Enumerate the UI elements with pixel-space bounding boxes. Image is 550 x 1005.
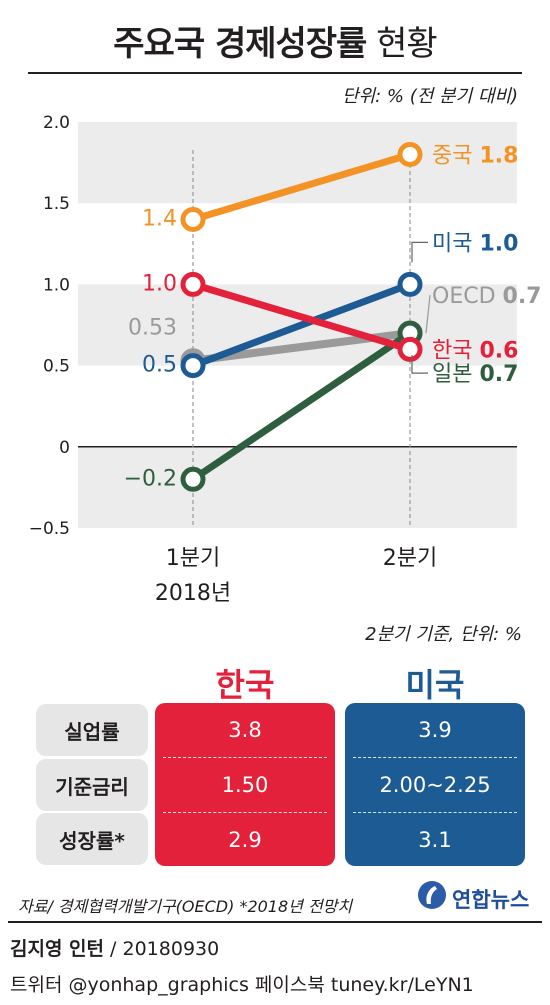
x-sub-label: 2018년 xyxy=(155,581,231,606)
y-tick-label: 1.5 xyxy=(43,194,70,214)
data-point-china xyxy=(397,141,423,167)
korea-panel: 3.8 1.50 2.9 xyxy=(155,703,335,866)
footer-divider xyxy=(8,921,542,923)
title-divider xyxy=(28,72,522,74)
end-label-japan: 일본 0.7 xyxy=(432,362,518,387)
usa-panel: 3.9 2.00~2.25 3.1 xyxy=(345,703,525,866)
start-label-japan: −0.2 xyxy=(124,466,177,491)
y-tick-label: −0.5 xyxy=(29,519,70,539)
row-divider xyxy=(353,812,517,813)
author-name: 김지영 인턴 xyxy=(10,938,105,960)
source-note: 자료/ 경제협력개발기구(OECD) *2018년 전망치 xyxy=(18,897,353,916)
end-label-value: 0.6 xyxy=(479,338,518,363)
row-divider xyxy=(163,812,327,813)
leader-line-oecd xyxy=(425,295,431,334)
header-korea: 한국 xyxy=(215,666,275,704)
series-line-usa xyxy=(189,280,414,370)
title-main: 주요국 경제성장률 xyxy=(113,24,367,64)
y-tick-label: 2.0 xyxy=(43,113,70,133)
row-label-growth: 성장률* xyxy=(36,813,148,865)
y-tick-label: 0.5 xyxy=(43,357,70,377)
row-divider xyxy=(353,757,517,758)
y-axis-ticks: 2.0 1.5 1.0 0.5 0 −0.5 xyxy=(29,113,70,539)
leader-line-japan xyxy=(411,355,428,374)
y-tick-label: 0 xyxy=(59,438,70,458)
social-links: 트위터 @yonhap_graphics 페이스북 tuney.kr/LeYN1 xyxy=(10,974,474,996)
end-label-name: 한국 xyxy=(432,338,479,363)
end-label-korea: 한국 0.6 xyxy=(432,338,518,363)
unit-label: 단위: % (전 분기 대비) xyxy=(341,86,518,107)
data-point-china xyxy=(180,206,206,232)
credit-line: 김지영 인턴 / 20180930 xyxy=(10,934,219,961)
end-label-name: 중국 xyxy=(432,143,479,168)
table-note: 2분기 기준, 단위: % xyxy=(365,624,522,645)
start-label-korea: 1.0 xyxy=(142,271,177,296)
leader-line-usa xyxy=(411,241,428,263)
series-lines xyxy=(180,141,423,492)
data-point-usa xyxy=(180,353,206,379)
end-label-value: 0.7 xyxy=(479,362,518,387)
data-point-korea xyxy=(180,271,206,297)
data-point-japan xyxy=(180,466,206,492)
row-label-base-rate: 기준금리 xyxy=(36,759,148,811)
start-label-china: 1.4 xyxy=(142,206,177,231)
series-line-china xyxy=(189,150,414,223)
korea-unemployment: 3.8 xyxy=(228,718,262,742)
end-label-name: 미국 xyxy=(432,231,479,256)
end-label-name: 일본 xyxy=(432,362,479,387)
series-line-korea xyxy=(189,280,414,353)
end-label-oecd: OECD 0.7 xyxy=(432,284,542,309)
x-tick-label: 2분기 xyxy=(383,546,437,571)
usa-growth: 3.1 xyxy=(418,828,452,852)
end-label-china: 중국 1.8 xyxy=(432,143,518,168)
title-sub: 현황 xyxy=(376,24,438,64)
yonhap-logo-text: 연합뉴스 xyxy=(452,888,530,912)
row-label-unemployment: 실업률 xyxy=(36,704,148,756)
yonhap-logo-icon xyxy=(418,881,446,909)
end-label-value: 1.8 xyxy=(479,143,518,168)
usa-base-rate: 2.00~2.25 xyxy=(379,773,491,797)
y-tick-label: 1.0 xyxy=(43,275,70,295)
start-label-oecd: 0.53 xyxy=(128,316,177,341)
data-point-usa xyxy=(397,271,423,297)
end-label-value: 0.7 xyxy=(503,284,542,309)
publish-date: / 20180930 xyxy=(104,938,220,960)
korea-base-rate: 1.50 xyxy=(221,773,269,797)
end-label-name: OECD xyxy=(432,284,503,309)
series-line-japan xyxy=(189,329,414,483)
chart-title: 주요국 경제성장률 현황 xyxy=(0,16,550,65)
start-label-usa: 0.5 xyxy=(142,353,177,378)
x-tick-label: 1분기 xyxy=(166,546,220,571)
end-label-usa: 미국 1.0 xyxy=(432,231,518,256)
data-point-korea xyxy=(397,336,423,362)
header-usa: 미국 xyxy=(405,666,465,704)
line-chart: 2.0 1.5 1.0 0.5 0 −0.5 0.53 OECD 0.7 −0.2 일본 0.7… xyxy=(29,113,542,606)
korea-growth: 2.9 xyxy=(228,828,262,852)
row-divider xyxy=(163,757,327,758)
x-axis-labels: 1분기 2018년 2분기 xyxy=(155,546,437,606)
background-band xyxy=(78,446,517,528)
usa-unemployment: 3.9 xyxy=(418,718,452,742)
end-label-value: 1.0 xyxy=(479,231,518,256)
